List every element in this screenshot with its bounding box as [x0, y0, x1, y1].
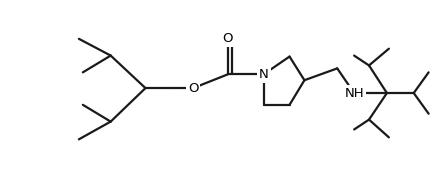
Text: NH: NH — [344, 87, 364, 100]
Text: O: O — [223, 32, 233, 45]
Text: N: N — [259, 68, 269, 81]
Text: O: O — [188, 82, 198, 95]
